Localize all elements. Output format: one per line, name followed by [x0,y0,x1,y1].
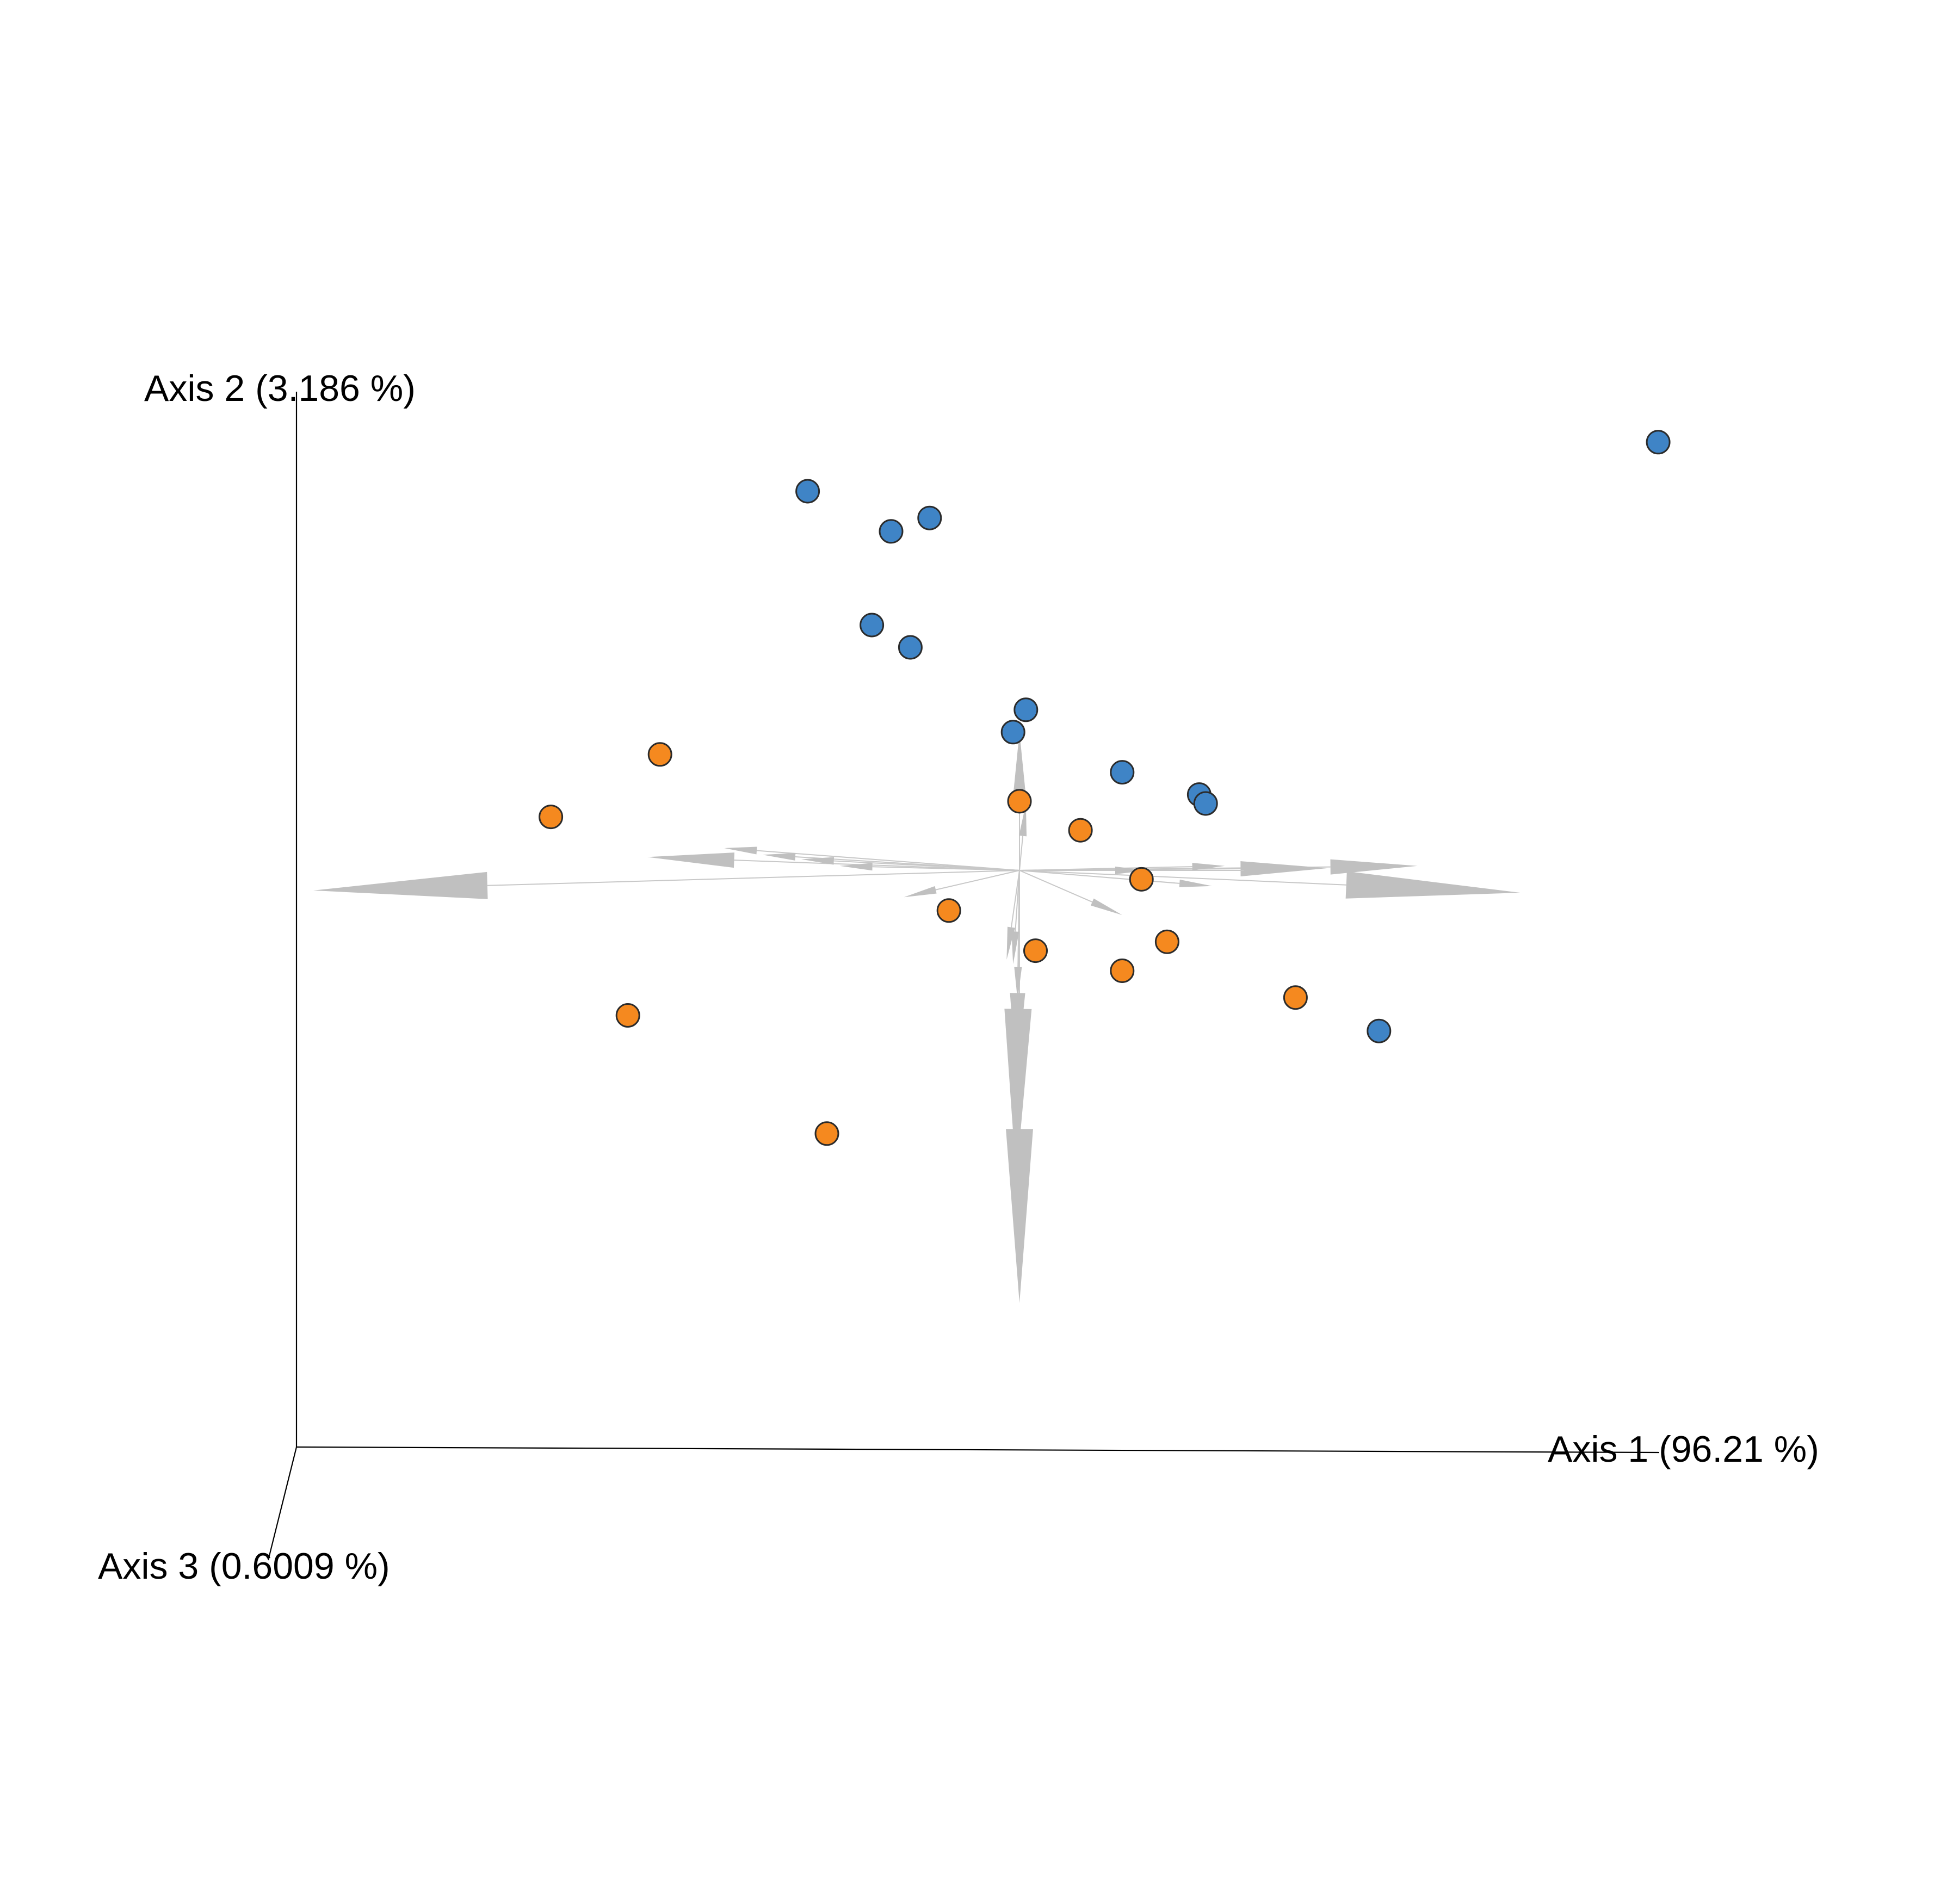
biplot-arrow-head [313,871,488,899]
biplot-arrow-head [1240,861,1328,877]
sample-point [1367,1018,1392,1043]
biplot-arrow-shaft [935,870,1020,891]
biplot-arrow-head [1011,931,1019,965]
biplot-arrow-head [904,886,937,898]
biplot-arrow [1019,870,1122,915]
sample-point [860,613,885,638]
biplot-arrow [1011,870,1020,965]
biplot-arrow-head [1014,967,1022,1000]
biplot-arrow [904,870,1020,898]
sample-point [1007,789,1032,814]
biplot-arrow-shaft [1017,870,1020,967]
axis-1-label: Axis 1 (96.21 %) [1548,1429,1819,1470]
sample-point [539,805,564,830]
biplot-arrow-shaft [1019,866,1192,871]
biplot-arrow [1014,870,1022,1000]
sample-point [1110,760,1135,785]
biplot-arrow-head [1192,863,1225,871]
biplot-arrow-head [1179,879,1212,887]
biplot-arrow [1006,870,1020,960]
biplot-arrow-head [1244,867,1276,874]
biplot-arrow [724,846,1020,871]
sample-point [1646,430,1671,455]
sample-point [898,635,923,660]
biplot-arrow-shaft [487,870,1020,886]
biplot-arrow [801,857,1020,871]
sample-point [879,519,904,544]
sample-point [1154,929,1179,954]
biplot-arrow-shaft [1019,870,1093,903]
biplot-arrow-shaft [1019,836,1024,871]
biplot-arrow-head [1006,926,1015,960]
biplot-arrows [313,732,1521,1303]
biplot-arrow-shaft [833,860,1020,871]
axis-labels: Axis 2 (3.186 %) Axis 1 (96.21 %) Axis 3… [98,368,1819,1587]
sample-point [1013,697,1039,722]
sample-points [539,430,1671,1146]
biplot-arrow [1019,859,1418,875]
biplot-arrow-shaft [872,866,1020,871]
sample-point [917,505,942,530]
sample-point [647,742,672,767]
sample-point [936,898,961,923]
sample-point [1000,720,1025,745]
biplot-arrow-head [1090,898,1122,915]
biplot-arrow [1019,867,1148,874]
biplot-arrow [313,870,1020,899]
biplot-arrow-head [1330,859,1418,875]
biplot-arrow-head [1012,732,1027,808]
biplot-arrow-head [1004,1009,1032,1178]
biplot-arrow-shaft [1015,870,1020,932]
biplot-arrow-head [647,852,734,868]
biplot-arrow-shaft [1010,870,1020,928]
biplot-arrow-head [1115,867,1148,874]
biplot-arrow [839,863,1020,871]
sample-point [615,1003,640,1028]
biplot-arrow-head [724,846,757,855]
biplot-arrow-shaft [1019,870,1346,886]
biplot-arrow-head [1010,993,1025,1080]
sample-point [1023,938,1048,963]
sample-point [795,479,820,504]
axis-1-line [296,1446,1660,1454]
biplot-arrow [763,852,1020,871]
sample-point [1283,985,1308,1010]
biplot-arrow [1019,870,1521,899]
biplot-arrow-head [1345,871,1521,899]
biplot-arrow-head [839,863,873,871]
biplot-arrow-head [763,852,796,861]
biplot-arrow [1019,863,1225,871]
sample-point [814,1121,839,1146]
axis-2-label: Axis 2 (3.186 %) [144,368,416,409]
axes [267,392,1660,1561]
axis-3-label: Axis 3 (0.6009 %) [98,1546,390,1587]
sample-point [1193,791,1218,816]
biplot-arrow [1019,803,1027,871]
biplot-arrow-head [1006,1129,1033,1303]
sample-point [1068,818,1093,843]
biplot-arrow [1012,732,1027,870]
axis-3-line [267,1446,298,1561]
sample-point [1129,867,1154,892]
sample-point [1110,959,1135,983]
biplot-arrow-shaft [756,850,1020,871]
biplot-arrow-head [801,857,835,865]
